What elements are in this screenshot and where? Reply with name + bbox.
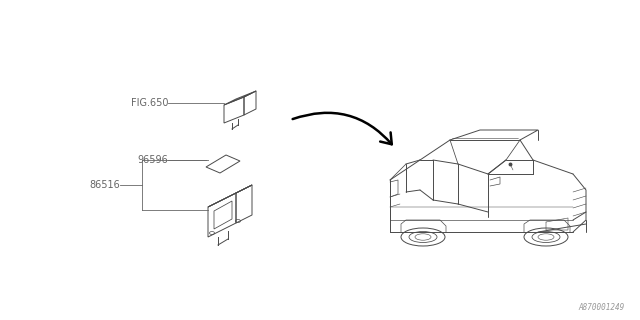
Text: 96596: 96596 xyxy=(137,155,168,165)
Text: A870001249: A870001249 xyxy=(579,303,625,312)
Text: 86516: 86516 xyxy=(89,180,120,190)
Text: FIG.650: FIG.650 xyxy=(131,98,168,108)
FancyArrowPatch shape xyxy=(292,113,392,144)
